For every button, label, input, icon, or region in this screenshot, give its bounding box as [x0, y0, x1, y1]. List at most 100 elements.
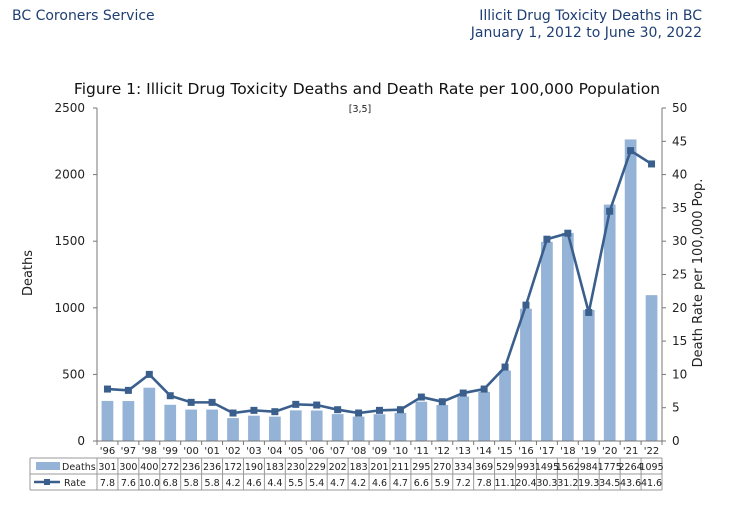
table-cell-deaths-17: 334	[454, 462, 472, 473]
table-cell-rate-7: 4.6	[246, 478, 261, 489]
rate-point-26	[648, 160, 656, 168]
table-cell-rate-6: 4.2	[225, 478, 240, 489]
table-cell-deaths-14: 211	[391, 462, 409, 473]
y2-tick-label: 25	[672, 268, 687, 282]
rate-point-22	[564, 229, 572, 237]
bar-deaths-5	[206, 409, 218, 441]
table-cell-rate-10: 5.4	[309, 478, 324, 489]
rate-point-3	[166, 392, 174, 400]
y-tick-label: 1000	[54, 301, 85, 315]
x-tick-label: '00	[183, 446, 198, 457]
table-cell-deaths-26: 1095	[639, 462, 663, 473]
bar-deaths-13	[373, 414, 386, 441]
x-tick-label: '96	[100, 446, 115, 457]
rate-point-6	[229, 409, 237, 417]
table-cell-deaths-19: 529	[496, 462, 514, 473]
y-axis-label: Deaths	[21, 250, 36, 296]
table-cell-rate-26: 41.6	[641, 478, 662, 489]
table-cell-deaths-5: 236	[203, 462, 221, 473]
rate-point-12	[355, 409, 363, 417]
table-cell-rate-0: 7.8	[100, 478, 115, 489]
legend-deaths-swatch	[36, 462, 60, 470]
bars-layer	[101, 139, 658, 442]
bar-deaths-14	[394, 412, 407, 441]
y-tick-label: 2500	[54, 101, 85, 115]
rate-point-11	[334, 406, 342, 414]
legend-rate-label: Rate	[64, 478, 86, 489]
bar-deaths-10	[310, 410, 323, 441]
bar-deaths-16	[436, 405, 449, 441]
rate-point-25	[627, 147, 635, 155]
rate-line-layer	[103, 147, 656, 417]
y-tick-label: 1500	[54, 234, 85, 248]
table-cell-deaths-22: 1562	[556, 462, 580, 473]
bar-deaths-21	[541, 241, 553, 441]
rate-point-13	[376, 406, 383, 414]
rate-point-14	[396, 406, 404, 414]
table-cell-rate-22: 31.2	[557, 478, 578, 489]
report-title-line2: January 1, 2012 to June 30, 2022	[470, 25, 702, 41]
y2-tick-label: 10	[672, 367, 687, 381]
chart-title: Figure 1: Illicit Drug Toxicity Deaths a…	[73, 80, 661, 98]
rate-point-2	[145, 370, 153, 378]
x-tick-label: '01	[204, 446, 219, 457]
x-tick-label: '99	[162, 446, 177, 457]
rate-point-15	[417, 393, 425, 401]
rate-point-4	[187, 398, 195, 406]
bar-deaths-8	[269, 416, 281, 441]
table-cell-deaths-0: 301	[98, 462, 116, 473]
y2-tick-label: 0	[672, 434, 680, 448]
x-tick-label: '03	[246, 446, 261, 457]
x-tick-label: '17	[539, 446, 554, 457]
table-cell-deaths-8: 183	[266, 462, 284, 473]
x-tick-label: '21	[623, 446, 638, 457]
rate-point-16	[438, 398, 446, 406]
y-tick-label: 500	[62, 367, 85, 381]
bar-deaths-20	[520, 308, 532, 441]
bar-deaths-9	[289, 410, 302, 441]
x-tick-label: '98	[142, 446, 157, 457]
report-title: Illicit Drug Toxicity Deaths in BC Janua…	[471, 8, 702, 42]
bar-deaths-24	[603, 204, 616, 441]
org-name: BC Coroners Service	[12, 8, 155, 24]
axes-layer: 0 500 1000 1500 2000 2500 0 5 10 15 20 25 30 35 40 45 50…	[54, 101, 687, 457]
table-cell-rate-21: 30.3	[536, 478, 557, 489]
x-tick-label: '12	[435, 446, 450, 457]
x-tick-label: '18	[560, 446, 575, 457]
y2-tick-label: 50	[672, 101, 687, 115]
chart-annotation: [3,5]	[349, 104, 372, 115]
x-tick-label: '16	[518, 446, 533, 457]
x-tick-label: '08	[351, 446, 366, 457]
table-cell-rate-15: 6.6	[414, 478, 429, 489]
table-cell-rate-14: 4.7	[393, 478, 408, 489]
y2-tick-label: 5	[672, 401, 680, 415]
x-tick-label: '10	[393, 446, 408, 457]
table-cell-deaths-16: 270	[433, 462, 451, 473]
x-tick-label: '06	[309, 446, 324, 457]
x-tick-label: '19	[581, 446, 596, 457]
rate-point-1	[124, 386, 132, 394]
table-cell-deaths-2: 400	[140, 462, 158, 473]
table-cell-deaths-13: 201	[370, 462, 388, 473]
table-cell-rate-1: 7.6	[121, 478, 136, 489]
rate-point-20	[522, 301, 530, 309]
rate-point-24	[606, 207, 614, 215]
bar-deaths-26	[645, 295, 658, 441]
bar-deaths-22	[561, 232, 574, 441]
y2-tick-label: 15	[672, 334, 687, 348]
y-tick-label: 2000	[54, 168, 85, 182]
y2-tick-label: 45	[672, 134, 687, 148]
y2-axis-label: Death Rate per 100,000 Pop.	[691, 179, 706, 368]
x-tick-label: '13	[455, 446, 470, 457]
x-tick-label: '97	[121, 446, 136, 457]
rate-point-18	[480, 385, 488, 393]
table-cell-rate-2: 10.0	[139, 478, 160, 489]
rate-point-21	[543, 235, 551, 243]
table-cell-deaths-11: 202	[329, 462, 347, 473]
x-tick-label: '05	[288, 446, 303, 457]
table-cell-rate-12: 4.2	[351, 478, 366, 489]
table-cell-rate-3: 6.8	[163, 478, 178, 489]
table-cell-rate-13: 4.6	[372, 478, 387, 489]
